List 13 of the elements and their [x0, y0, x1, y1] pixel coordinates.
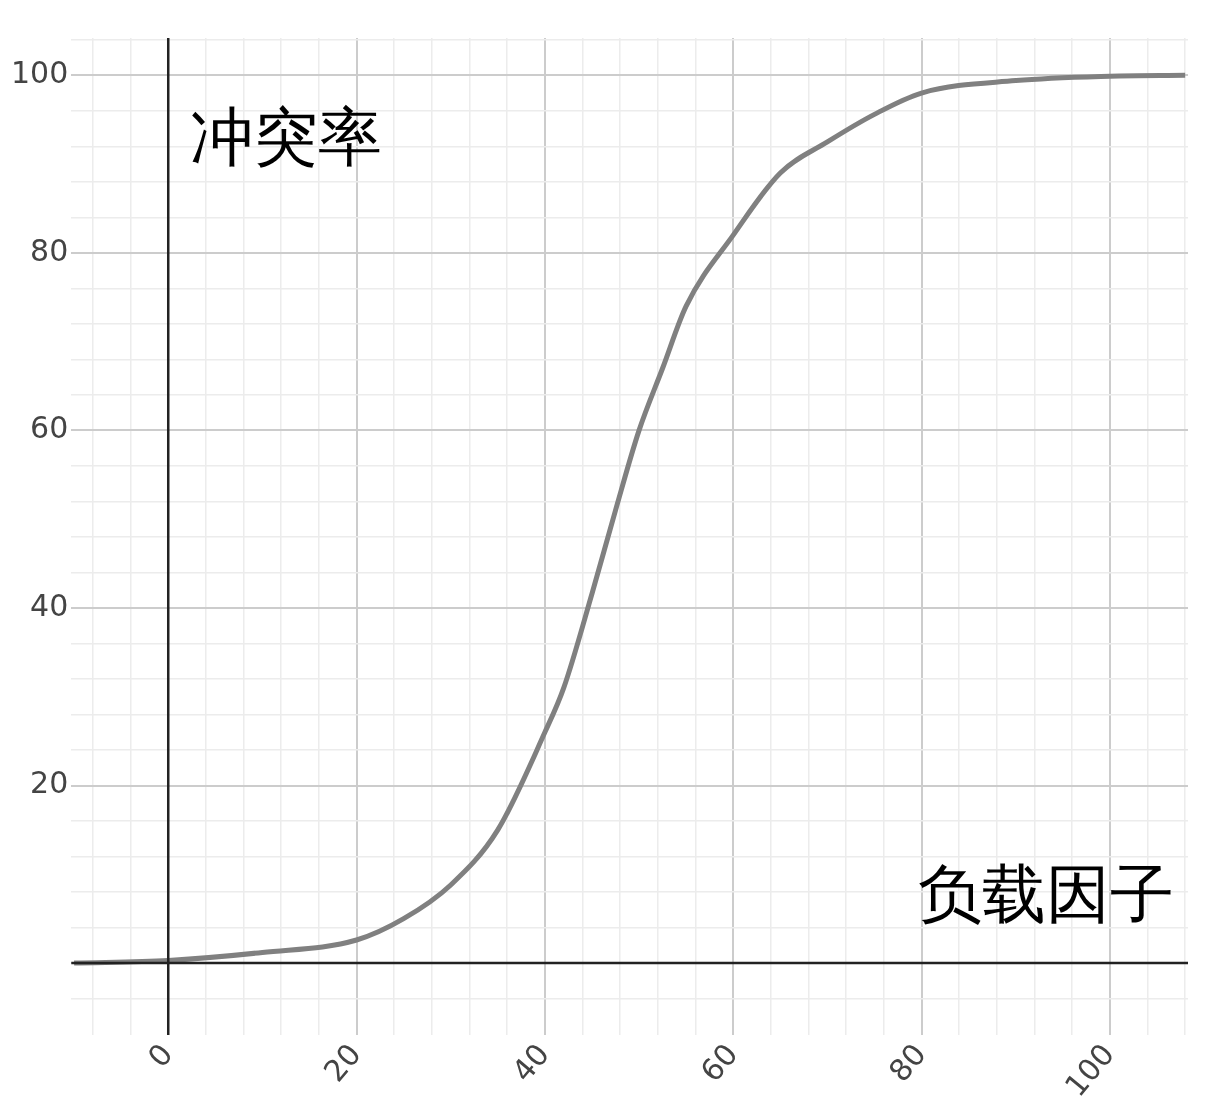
x-tick-label: 0: [140, 1036, 180, 1074]
y-tick-label: 80: [30, 232, 69, 268]
y-tick-label: 100: [11, 55, 69, 91]
x-tick-label: 100: [1057, 1036, 1122, 1103]
y-axis-title: 冲突率: [190, 99, 383, 174]
x-tick-label: 40: [504, 1036, 557, 1089]
x-tick-label: 80: [881, 1036, 933, 1089]
x-axis-title: 负载因子: [918, 856, 1174, 931]
x-tick-label: 60: [693, 1036, 745, 1089]
x-tick-label: 20: [316, 1036, 368, 1089]
y-tick-label: 40: [30, 587, 69, 623]
y-tick-label: 60: [30, 410, 69, 446]
y-tick-label: 20: [30, 765, 69, 801]
